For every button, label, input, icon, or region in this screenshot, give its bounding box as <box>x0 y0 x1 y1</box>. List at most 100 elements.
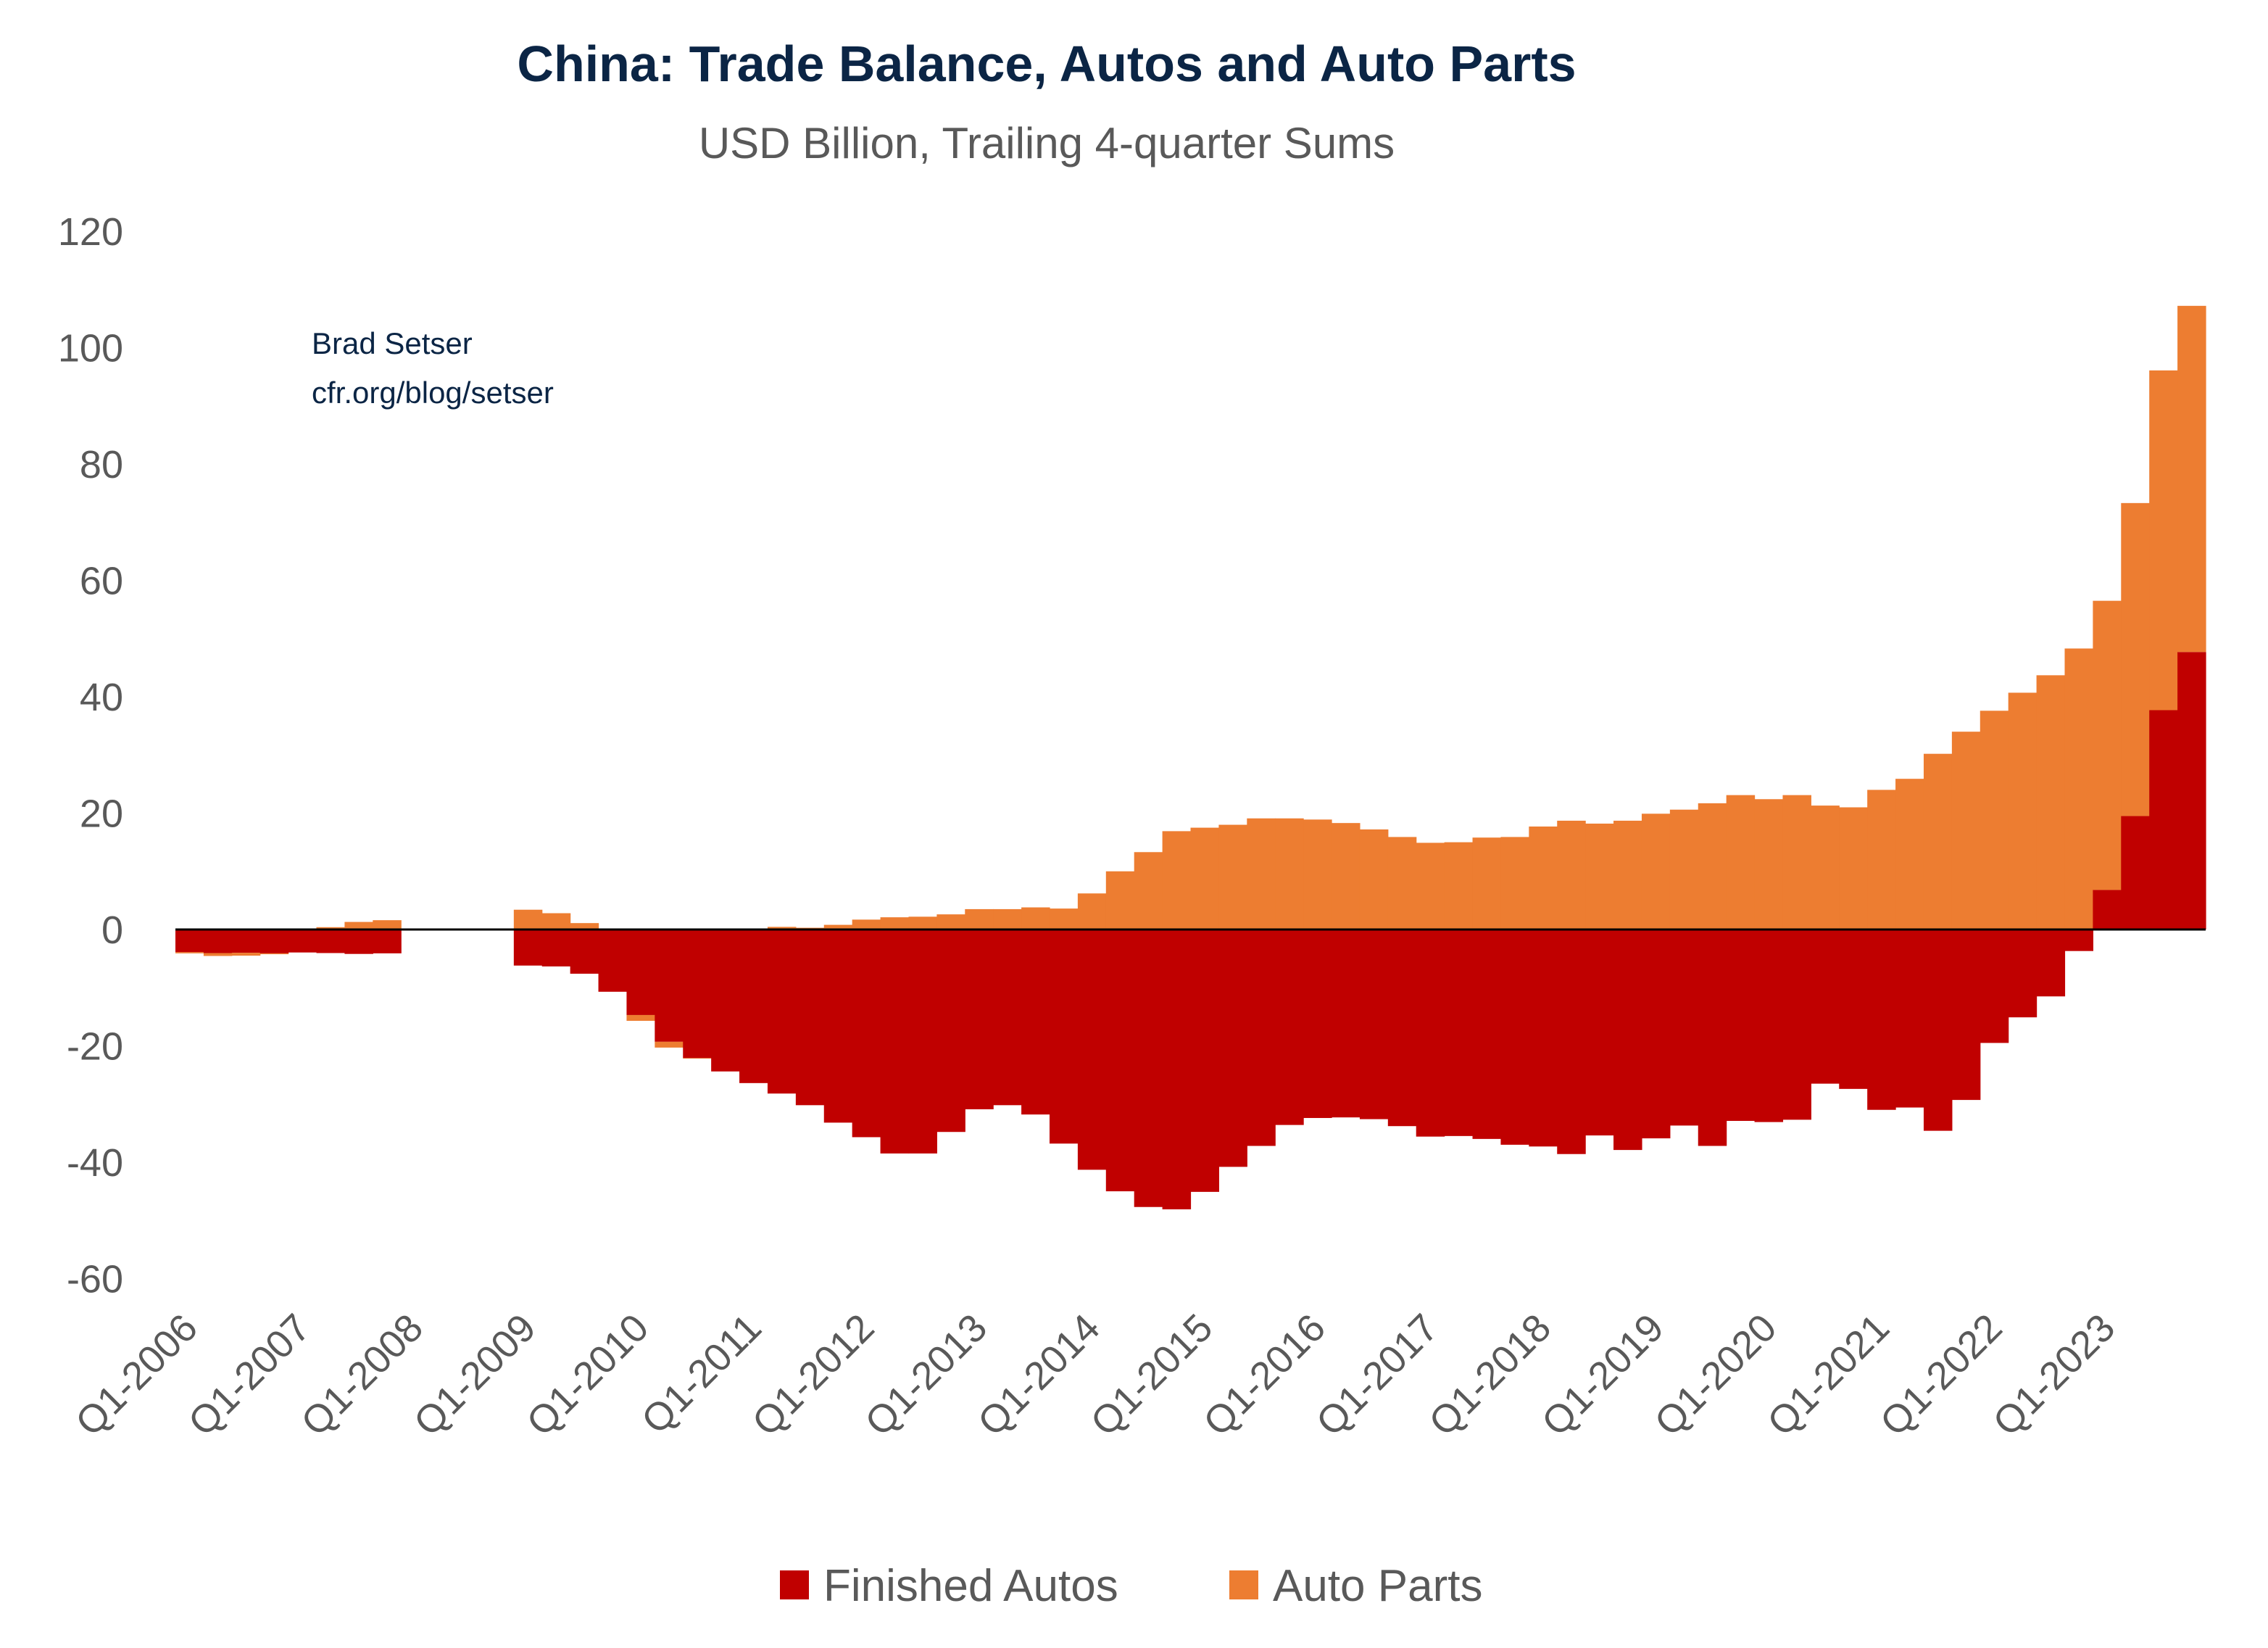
bar-finished-autos <box>203 929 233 953</box>
x-tick-label: Q1-2007 <box>180 1306 319 1444</box>
bar-auto-parts <box>231 953 261 956</box>
bar-auto-parts <box>1387 837 1417 929</box>
bar-auto-parts <box>936 914 965 929</box>
legend-label-auto-parts: Auto Parts <box>1273 1561 1482 1611</box>
bar-finished-autos <box>1049 929 1079 1144</box>
bar-finished-autos <box>1613 929 1642 1151</box>
bar-finished-autos <box>739 929 768 1083</box>
bar-finished-autos <box>2064 929 2093 951</box>
y-tick-label: 60 <box>80 560 123 603</box>
bar-finished-autos <box>1923 929 1953 1131</box>
x-tick-label: Q1-2017 <box>1308 1306 1447 1444</box>
x-tick-label: Q1-2020 <box>1646 1306 1785 1444</box>
source-author: Brad Setser <box>312 326 473 360</box>
bar-finished-autos <box>767 929 797 1094</box>
y-tick-label: 100 <box>58 327 123 370</box>
y-tick-label: -40 <box>67 1141 123 1185</box>
y-tick-label: 80 <box>80 443 123 486</box>
bar-auto-parts <box>626 1014 655 1021</box>
bar-finished-autos <box>711 929 740 1072</box>
x-tick-label: Q1-2013 <box>857 1306 995 1444</box>
bar-auto-parts <box>767 927 797 929</box>
bar-auto-parts <box>1162 831 1192 929</box>
bar-finished-autos <box>570 929 599 974</box>
bar-auto-parts <box>852 919 881 929</box>
bar-auto-parts <box>1416 842 1445 929</box>
bar-auto-parts <box>1585 823 1614 929</box>
bar-auto-parts <box>1529 826 1558 929</box>
bar-auto-parts <box>1839 807 1868 929</box>
bar-finished-autos <box>541 929 571 966</box>
bar-auto-parts <box>2036 675 2066 929</box>
x-tick-label: Q1-2022 <box>1872 1306 2011 1444</box>
bar-finished-autos <box>1726 929 1756 1121</box>
bar-finished-autos <box>1247 929 1276 1146</box>
x-tick-label: Q1-2018 <box>1421 1306 1559 1444</box>
x-tick-label: Q1-2011 <box>634 1306 770 1442</box>
legend-swatch-finished-autos <box>780 1570 809 1599</box>
bar-finished-autos <box>1529 929 1558 1147</box>
bar-auto-parts <box>513 909 543 929</box>
bar-auto-parts <box>1190 827 1220 929</box>
bar-finished-autos <box>655 929 684 1042</box>
bar-auto-parts <box>1867 790 1896 929</box>
bar-finished-autos <box>1980 929 2009 1043</box>
bar-finished-autos <box>2177 652 2206 929</box>
bar-finished-autos <box>1190 929 1220 1192</box>
bar-auto-parts <box>2008 692 2038 929</box>
bar-finished-autos <box>1218 929 1247 1167</box>
bar-auto-parts <box>2149 370 2178 711</box>
bar-auto-parts <box>1275 818 1304 929</box>
bar-auto-parts <box>1698 803 1727 929</box>
bar-auto-parts <box>203 953 233 956</box>
bar-finished-autos <box>1275 929 1304 1125</box>
bar-finished-autos <box>344 929 373 954</box>
bar-finished-autos <box>1811 929 1840 1084</box>
chart-subtitle: USD Billion, Trailing 4-quarter Sums <box>699 119 1395 167</box>
bar-finished-autos <box>1021 929 1050 1115</box>
bar-auto-parts <box>1980 711 2009 929</box>
bar-finished-autos <box>626 929 655 1015</box>
x-tick-label: Q1-2008 <box>293 1306 431 1444</box>
bar-finished-autos <box>1500 929 1529 1145</box>
bar-finished-autos <box>1839 929 1868 1089</box>
bar-auto-parts <box>2177 305 2206 653</box>
y-tick-label: -60 <box>67 1257 123 1301</box>
bar-auto-parts <box>1134 852 1163 929</box>
bar-auto-parts <box>1077 893 1107 929</box>
bar-finished-autos <box>1077 929 1107 1170</box>
chart-title: China: Trade Balance, Autos and Auto Par… <box>517 36 1576 92</box>
y-axis: -60 -40 -20 0 20 40 60 80 100 120 <box>58 210 123 1301</box>
bar-finished-autos <box>683 929 712 1059</box>
bar-auto-parts <box>823 924 853 929</box>
bar-auto-parts <box>1951 732 1981 929</box>
bar-finished-autos <box>1105 929 1135 1192</box>
x-tick-label: Q1-2009 <box>406 1306 544 1444</box>
bar-finished-autos <box>316 929 346 953</box>
bar-auto-parts <box>1021 907 1050 929</box>
bar-auto-parts <box>373 920 402 929</box>
x-tick-label: Q1-2016 <box>1195 1306 1334 1444</box>
bar-auto-parts <box>1669 809 1699 929</box>
legend-swatch-auto-parts <box>1229 1570 1258 1599</box>
x-tick-label: Q1-2006 <box>67 1306 206 1444</box>
bar-auto-parts <box>2064 648 2093 929</box>
bar-auto-parts <box>1895 779 1924 929</box>
bar-finished-autos <box>2036 929 2066 997</box>
y-tick-label: -20 <box>67 1024 123 1068</box>
bar-auto-parts <box>655 1041 684 1048</box>
bar-finished-autos <box>1303 929 1332 1118</box>
bar-auto-parts <box>1218 824 1247 929</box>
bar-auto-parts <box>344 922 373 929</box>
bar-finished-autos <box>288 929 317 953</box>
bar-auto-parts <box>1500 837 1529 929</box>
bar-finished-autos <box>1867 929 1896 1110</box>
bar-auto-parts <box>908 916 937 929</box>
bar-finished-autos <box>2093 890 2122 929</box>
bar-finished-autos <box>1895 929 1924 1108</box>
bar-finished-autos <box>795 929 825 1106</box>
bar-auto-parts <box>1472 837 1502 929</box>
y-tick-label: 0 <box>101 908 123 952</box>
bar-finished-autos <box>880 929 910 1154</box>
y-tick-label: 20 <box>80 792 123 836</box>
